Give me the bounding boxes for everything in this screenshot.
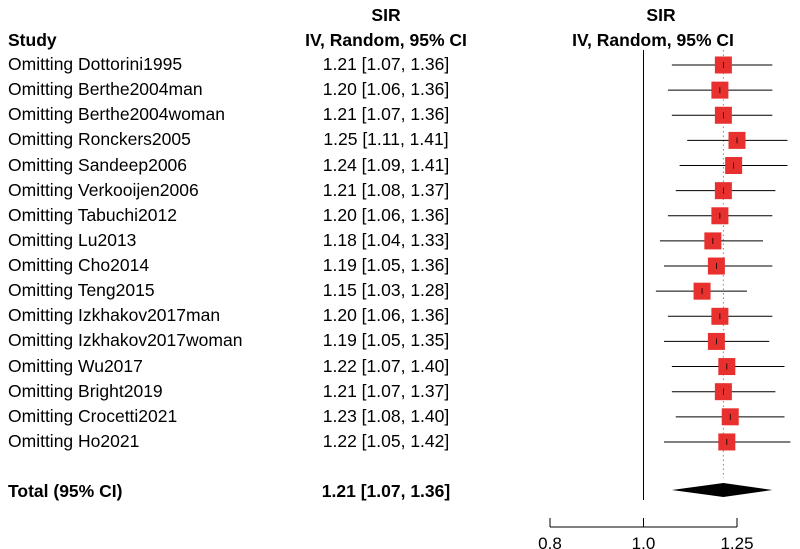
study-ci-text: 1.21 [1.07, 1.36]	[322, 54, 450, 74]
study-ci-text: 1.15 [1.03, 1.28]	[322, 280, 450, 301]
sir-column-header: SIR	[371, 5, 401, 25]
study-name: Omitting Izkhakov2017man	[8, 305, 221, 326]
ci-column-header: IV, Random, 95% CI	[305, 30, 467, 50]
study-name: Omitting Izkhakov2017woman	[8, 330, 243, 351]
study-column-header: Study	[8, 30, 57, 50]
study-name: Omitting Ho2021	[8, 430, 140, 451]
total-diamond	[671, 483, 773, 497]
study-ci-text: 1.21 [1.08, 1.37]	[322, 179, 450, 200]
study-ci-text: 1.20 [1.06, 1.36]	[322, 204, 450, 225]
study-name: Omitting Crocetti2021	[8, 405, 178, 426]
study-name: Omitting Verkooijen2006	[8, 179, 199, 200]
study-ci-text: 1.19 [1.05, 1.36]	[322, 255, 450, 276]
total-label: Total (95% CI)	[8, 481, 123, 501]
study-ci-text: 1.21 [1.07, 1.36]	[322, 104, 450, 125]
x-tick-label: 0.8	[538, 534, 562, 549]
study-ci-text: 1.21 [1.07, 1.37]	[322, 380, 450, 401]
study-ci-text: 1.25 [1.11, 1.41]	[323, 129, 449, 150]
plot-ci-header: IV, Random, 95% CI	[572, 30, 734, 50]
plot-sir-header: SIR	[646, 5, 676, 25]
study-ci-text: 1.23 [1.08, 1.40]	[322, 405, 450, 426]
study-ci-text: 1.18 [1.04, 1.33]	[322, 229, 450, 250]
x-tick-label: 1.25	[720, 534, 753, 549]
study-name: Omitting Berthe2004woman	[8, 104, 225, 125]
study-ci-text: 1.20 [1.06, 1.36]	[322, 305, 450, 326]
study-name: Omitting Dottorini1995	[8, 54, 183, 74]
study-name: Omitting Tabuchi2012	[8, 204, 177, 225]
study-ci-text: 1.22 [1.07, 1.40]	[322, 355, 450, 376]
study-name: Omitting Wu2017	[8, 355, 143, 376]
study-name: Omitting Ronckers2005	[8, 129, 191, 150]
study-name: Omitting Berthe2004man	[8, 79, 203, 100]
study-name: Omitting Cho2014	[8, 255, 150, 276]
study-name: Omitting Sandeep2006	[8, 154, 188, 175]
study-ci-text: 1.24 [1.09, 1.41]	[322, 154, 450, 175]
total-ci-text: 1.21 [1.07, 1.36]	[321, 481, 451, 501]
study-name: Omitting Lu2013	[8, 229, 137, 250]
study-ci-text: 1.19 [1.05, 1.35]	[322, 330, 450, 351]
study-name: Omitting Bright2019	[8, 380, 163, 401]
study-name: Omitting Teng2015	[8, 280, 155, 301]
x-tick-label: 1.0	[632, 534, 656, 549]
study-ci-text: 1.22 [1.05, 1.42]	[322, 430, 450, 451]
study-ci-text: 1.20 [1.06, 1.36]	[322, 79, 450, 100]
